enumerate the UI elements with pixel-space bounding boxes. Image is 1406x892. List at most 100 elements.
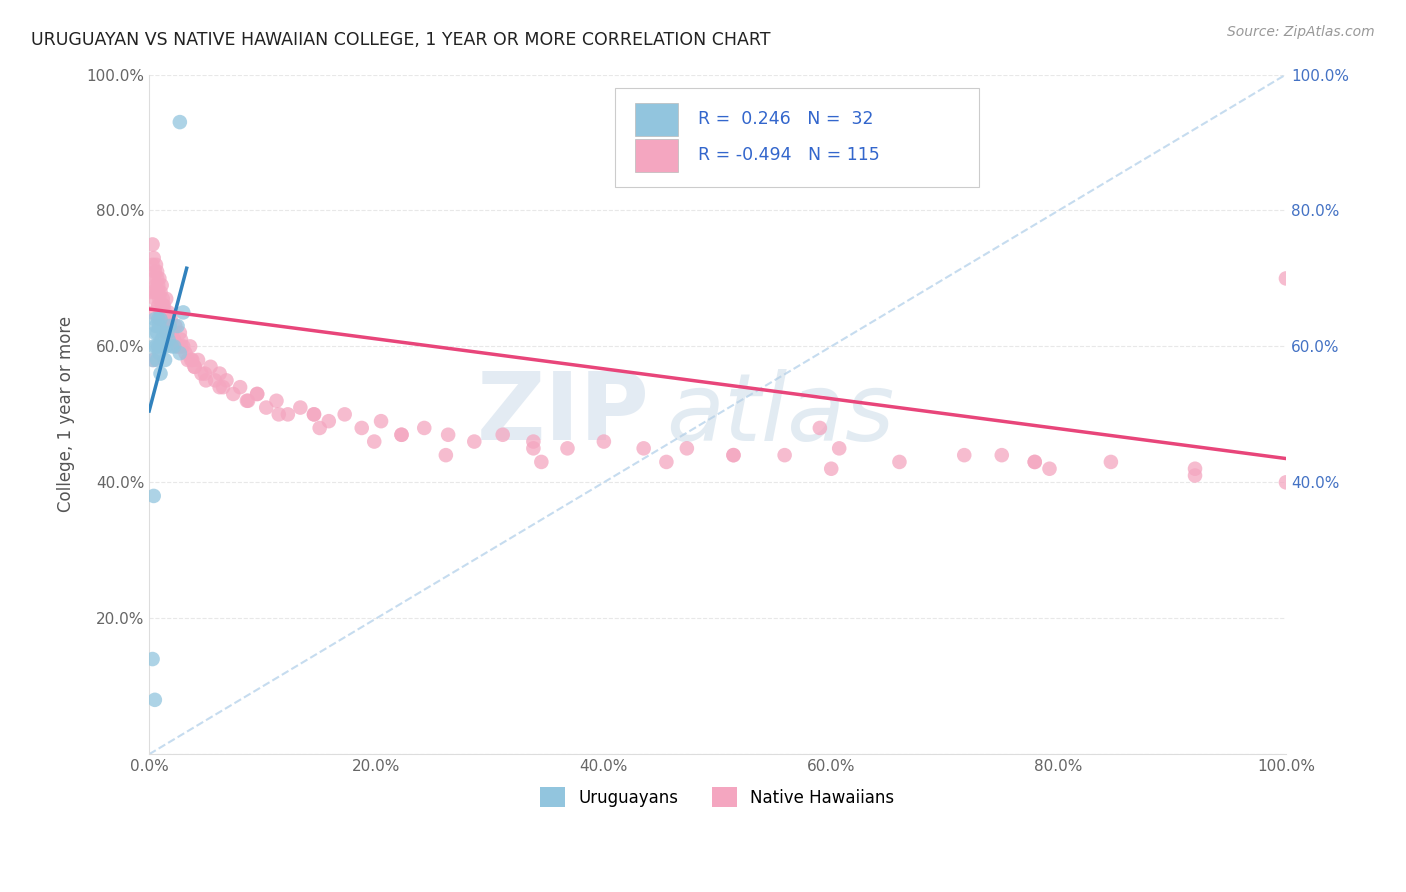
Point	[155, 339, 177, 353]
Point	[592, 434, 614, 449]
Point	[370, 414, 392, 428]
Point	[142, 353, 165, 368]
Point	[723, 448, 745, 462]
Point	[152, 292, 174, 306]
Point	[156, 318, 179, 333]
Point	[142, 237, 165, 252]
Point	[149, 312, 172, 326]
Point	[148, 271, 170, 285]
Text: R = -0.494   N = 115: R = -0.494 N = 115	[699, 146, 880, 164]
Point	[437, 427, 460, 442]
Point	[170, 333, 193, 347]
Point	[157, 333, 180, 347]
Point	[148, 278, 170, 293]
Point	[183, 359, 205, 374]
Point	[318, 414, 340, 428]
Point	[156, 318, 179, 333]
Point	[148, 339, 170, 353]
Legend: Uruguayans, Native Hawaiians: Uruguayans, Native Hawaiians	[534, 780, 901, 814]
Point	[149, 305, 172, 319]
Text: atlas: atlas	[666, 369, 894, 460]
Text: Source: ZipAtlas.com: Source: ZipAtlas.com	[1227, 25, 1375, 39]
Point	[152, 339, 174, 353]
Point	[633, 442, 655, 456]
FancyBboxPatch shape	[616, 88, 979, 186]
Point	[142, 339, 165, 353]
Point	[820, 461, 842, 475]
Point	[773, 448, 796, 462]
Point	[236, 393, 259, 408]
Point	[363, 434, 385, 449]
Point	[163, 339, 186, 353]
Point	[522, 442, 544, 456]
Point	[166, 318, 188, 333]
Point	[236, 393, 259, 408]
Point	[145, 339, 167, 353]
Point	[142, 258, 165, 272]
Point	[222, 387, 245, 401]
Point	[160, 339, 183, 353]
Point	[149, 285, 172, 299]
Point	[953, 448, 976, 462]
Point	[183, 359, 205, 374]
Point	[142, 353, 165, 368]
Point	[204, 373, 226, 387]
Point	[150, 278, 173, 293]
Point	[160, 326, 183, 340]
Point	[172, 305, 194, 319]
Point	[676, 442, 699, 456]
Point	[142, 652, 165, 666]
Point	[170, 339, 193, 353]
FancyBboxPatch shape	[634, 139, 678, 172]
Point	[1024, 455, 1046, 469]
Point	[142, 271, 165, 285]
Point	[142, 305, 165, 319]
Point	[723, 448, 745, 462]
Point	[181, 353, 204, 368]
Point	[145, 318, 167, 333]
Point	[156, 326, 179, 340]
Point	[155, 292, 177, 306]
Point	[152, 299, 174, 313]
Point	[1184, 461, 1206, 475]
Point	[166, 339, 188, 353]
Point	[153, 299, 176, 313]
Point	[391, 427, 413, 442]
Point	[163, 333, 186, 347]
Point	[146, 326, 169, 340]
Point	[302, 408, 325, 422]
Text: ZIP: ZIP	[477, 368, 650, 460]
Point	[148, 285, 170, 299]
Point	[889, 455, 911, 469]
Point	[159, 312, 181, 326]
Point	[148, 318, 170, 333]
Point	[1024, 455, 1046, 469]
Point	[159, 318, 181, 333]
Point	[1275, 475, 1298, 490]
Point	[413, 421, 436, 435]
Point	[159, 318, 181, 333]
Point	[149, 339, 172, 353]
Point	[148, 292, 170, 306]
Point	[190, 367, 212, 381]
Point	[229, 380, 252, 394]
Point	[391, 427, 413, 442]
Point	[215, 373, 238, 387]
Point	[179, 339, 201, 353]
Point	[1275, 271, 1298, 285]
Point	[333, 408, 356, 422]
Point	[172, 339, 194, 353]
Point	[148, 346, 170, 360]
Point	[145, 258, 167, 272]
Point	[146, 265, 169, 279]
Point	[148, 312, 170, 326]
Point	[152, 312, 174, 326]
Point	[153, 326, 176, 340]
Point	[165, 318, 187, 333]
Point	[267, 408, 290, 422]
Point	[208, 367, 231, 381]
Point	[149, 367, 172, 381]
Point	[143, 292, 166, 306]
Point	[200, 359, 222, 374]
Point	[174, 346, 197, 360]
